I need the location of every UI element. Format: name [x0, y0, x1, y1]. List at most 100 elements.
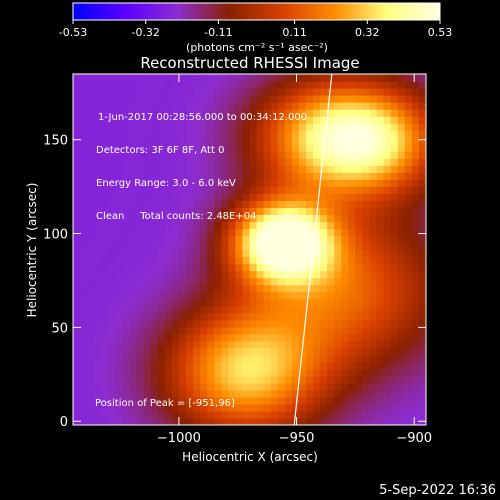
heatmap-cell	[228, 417, 236, 425]
heatmap-cell	[115, 326, 124, 335]
heatmap-cell	[94, 214, 102, 223]
heatmap-cell	[73, 277, 81, 286]
heatmap-cell	[355, 179, 364, 187]
heatmap-cell	[200, 284, 208, 293]
heatmap-cell	[404, 144, 413, 152]
heatmap-cell	[327, 137, 335, 145]
heatmap-cell	[298, 207, 307, 215]
heatmap-cell	[108, 179, 116, 187]
heatmap-cell	[228, 396, 236, 405]
heatmap-cell	[108, 235, 116, 244]
heatmap-cell	[178, 284, 187, 293]
heatmap-cell	[390, 186, 399, 194]
heatmap-cell	[207, 81, 215, 89]
heatmap-cell	[313, 193, 321, 201]
heatmap-cell	[390, 207, 399, 215]
heatmap-cell	[193, 88, 201, 96]
heatmap-cell	[143, 193, 152, 201]
heatmap-cell	[178, 235, 187, 244]
heatmap-cell	[129, 319, 138, 328]
heatmap-cell	[305, 361, 314, 370]
heatmap-cell	[249, 109, 258, 117]
heatmap-cell	[397, 389, 406, 398]
heatmap-cell	[178, 277, 187, 286]
heatmap-cell	[214, 186, 222, 194]
heatmap-cell	[341, 242, 349, 251]
heatmap-cell	[101, 347, 109, 356]
heatmap-cell	[242, 368, 251, 377]
heatmap-cell	[341, 207, 349, 215]
heatmap-cell	[362, 95, 371, 103]
heatmap-cell	[390, 382, 399, 391]
heatmap-cell	[94, 333, 102, 342]
heatmap-cell	[341, 123, 349, 131]
heatmap-cell	[298, 81, 307, 89]
heatmap-cell	[171, 305, 180, 314]
heatmap-cell	[376, 319, 385, 328]
heatmap-cell	[108, 277, 116, 286]
heatmap-cell	[263, 165, 272, 173]
heatmap-cell	[94, 88, 102, 96]
x-tick-label: −1000	[157, 431, 201, 446]
heatmap-cell	[284, 130, 293, 138]
heatmap-cell	[185, 214, 194, 223]
heatmap-cell	[207, 88, 215, 96]
heatmap-cell	[284, 361, 293, 370]
heatmap-cell	[334, 88, 342, 96]
heatmap-cell	[228, 130, 236, 138]
heatmap-cell	[341, 382, 349, 391]
heatmap-cell	[108, 158, 116, 166]
heatmap-cell	[390, 228, 399, 237]
heatmap-cell	[185, 151, 194, 159]
heatmap-cell	[411, 186, 420, 194]
heatmap-cell	[256, 109, 265, 117]
heatmap-cell	[185, 298, 194, 307]
heatmap-cell	[164, 88, 173, 96]
heatmap-cell	[150, 158, 159, 166]
heatmap-cell	[348, 235, 356, 244]
colorbar-tick-label: -0.32	[131, 26, 159, 39]
heatmap-cell	[235, 340, 244, 349]
heatmap-cell	[383, 368, 392, 377]
heatmap-cell	[150, 417, 159, 425]
heatmap-cell	[73, 137, 81, 145]
heatmap-cell	[270, 270, 279, 279]
heatmap-cell	[284, 368, 293, 377]
heatmap-cell	[178, 88, 187, 96]
heatmap-cell	[341, 95, 349, 103]
heatmap-cell	[277, 165, 286, 173]
heatmap-cell	[200, 410, 208, 419]
heatmap-cell	[249, 333, 258, 342]
heatmap-cell	[221, 368, 229, 377]
heatmap-cell	[228, 375, 236, 384]
heatmap-cell	[235, 284, 244, 293]
heatmap-cell	[242, 137, 251, 145]
heatmap-cell	[355, 396, 364, 405]
heatmap-cell	[136, 410, 145, 419]
heatmap-cell	[221, 158, 229, 166]
heatmap-cell	[228, 235, 236, 244]
heatmap-cell	[214, 200, 222, 208]
heatmap-cell	[171, 74, 180, 82]
heatmap-cell	[270, 123, 279, 131]
heatmap-cell	[249, 340, 258, 349]
heatmap-cell	[348, 228, 356, 237]
heatmap-cell	[157, 312, 166, 321]
heatmap-cell	[242, 284, 251, 293]
heatmap-cell	[256, 200, 265, 208]
heatmap-cell	[228, 326, 236, 335]
heatmap-cell	[193, 81, 201, 89]
heatmap-cell	[327, 214, 335, 223]
heatmap-cell	[157, 368, 166, 377]
heatmap-cell	[235, 193, 244, 201]
heatmap-cell	[108, 109, 116, 117]
heatmap-cell	[390, 396, 399, 405]
heatmap-cell	[101, 207, 109, 215]
heatmap-cell	[263, 333, 272, 342]
heatmap-cell	[115, 109, 124, 117]
y-tick-label: 50	[51, 321, 68, 336]
heatmap-cell	[390, 368, 399, 377]
heatmap-cell	[221, 354, 229, 363]
heatmap-cell	[108, 221, 116, 230]
heatmap-cell	[143, 74, 152, 82]
